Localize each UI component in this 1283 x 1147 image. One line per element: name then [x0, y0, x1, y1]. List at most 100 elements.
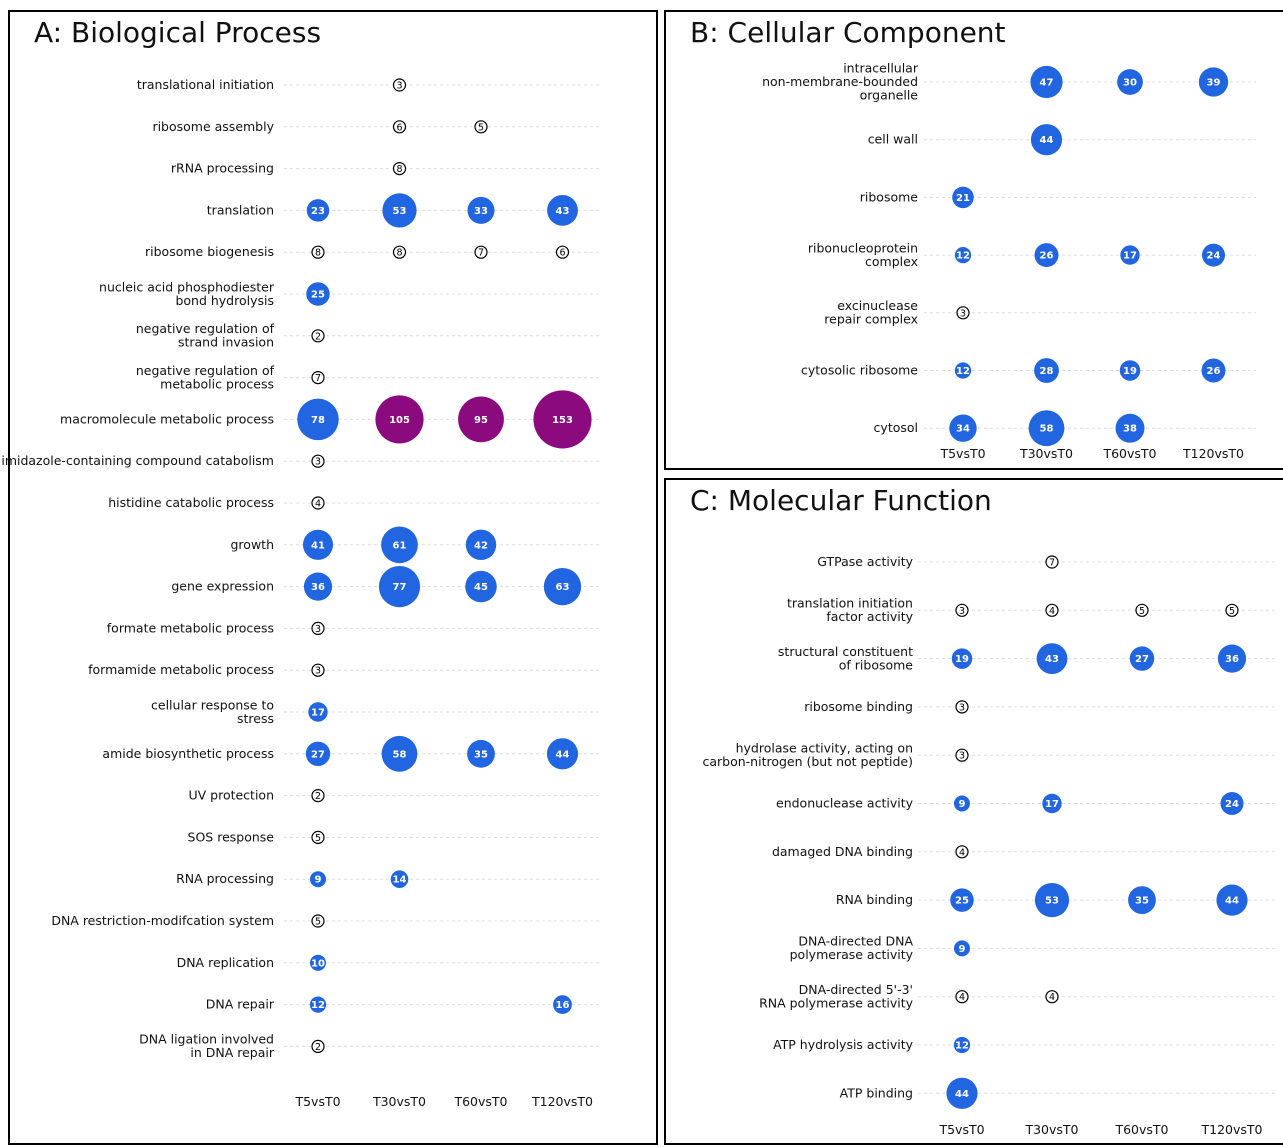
- data-label: 30: [1123, 78, 1137, 89]
- data-point: [956, 306, 970, 320]
- row-label: cellular response to: [151, 697, 274, 712]
- data-label: 105: [389, 415, 410, 426]
- data-point: [390, 870, 409, 888]
- row-label: ribonucleoprotein: [808, 240, 918, 255]
- data-label: 16: [556, 1000, 570, 1011]
- data-label: 17: [1045, 799, 1059, 810]
- data-label: 44: [1225, 896, 1239, 907]
- row-label: ribosome binding: [804, 699, 913, 714]
- row-label: ribosome biogenesis: [145, 244, 274, 259]
- row-label: amide biosynthetic process: [102, 746, 274, 761]
- row-label: RNA binding: [836, 892, 913, 907]
- data-label: 9: [959, 799, 966, 810]
- row-label: ATP binding: [840, 1085, 913, 1100]
- row-label: carbon-nitrogen (but not peptide): [702, 754, 913, 769]
- data-label: 44: [955, 1089, 969, 1100]
- x-tick-label: T60vsT0: [1102, 446, 1156, 461]
- row-label: complex: [865, 254, 918, 269]
- row-label: factor activity: [826, 609, 913, 624]
- row-label: macromolecule metabolic process: [60, 411, 274, 426]
- row-label: GTPase activity: [817, 554, 913, 569]
- row-label: DNA replication: [177, 955, 274, 970]
- panel-title-c: C: Molecular Function: [690, 484, 992, 517]
- data-label: 78: [311, 415, 325, 426]
- data-point: [1198, 67, 1229, 97]
- row-label: metabolic process: [160, 376, 274, 391]
- data-label: 4: [959, 992, 965, 1003]
- row-label: formate metabolic process: [107, 620, 274, 635]
- row-label: excinuclease: [837, 298, 918, 313]
- data-label: 5: [315, 917, 321, 928]
- row-label: in DNA repair: [190, 1045, 274, 1060]
- row-label: stress: [237, 711, 274, 726]
- data-point: [302, 529, 334, 560]
- data-point: [1045, 555, 1059, 569]
- data-label: 3: [396, 81, 402, 92]
- x-tick-label: T120vsT0: [1201, 1122, 1263, 1137]
- row-label: bond hydrolysis: [175, 293, 274, 308]
- data-label: 33: [474, 206, 488, 217]
- data-point: [950, 888, 974, 912]
- data-label: 61: [393, 540, 407, 551]
- x-tick-label: T5vsT0: [939, 446, 985, 461]
- data-point: [306, 199, 330, 222]
- data-point: [1119, 360, 1141, 381]
- data-label: 2: [315, 1042, 321, 1053]
- row-label: cytosolic ribosome: [801, 363, 918, 378]
- row-label: non-membrane-bounded: [762, 74, 918, 89]
- data-point: [1129, 646, 1155, 671]
- data-label: 4: [959, 847, 965, 858]
- data-label: 43: [556, 206, 570, 217]
- data-label: 44: [1040, 135, 1054, 146]
- data-point: [392, 162, 407, 176]
- x-tick-label: T120vsT0: [1182, 446, 1244, 461]
- row-label: intracellular: [843, 61, 919, 76]
- data-point: [305, 741, 331, 767]
- data-label: 58: [393, 749, 407, 760]
- panel-title-a: A: Biological Process: [34, 16, 322, 49]
- data-point: [953, 1036, 971, 1054]
- data-label: 24: [1207, 251, 1221, 262]
- data-label: 28: [1040, 366, 1054, 377]
- data-point: [1216, 884, 1248, 916]
- data-point: [310, 871, 326, 888]
- data-point: [954, 246, 972, 264]
- data-label: 2: [315, 331, 321, 342]
- row-label: rRNA processing: [171, 161, 274, 176]
- data-point: [467, 739, 495, 768]
- x-tick-label: T60vsT0: [453, 1094, 507, 1109]
- data-label: 9: [315, 875, 322, 886]
- data-point: [1036, 643, 1068, 675]
- panel-title-b: B: Cellular Component: [690, 16, 1006, 49]
- row-label: RNA polymerase activity: [759, 995, 914, 1010]
- data-label: 63: [556, 582, 570, 593]
- data-label: 17: [1123, 251, 1137, 262]
- data-point: [458, 396, 504, 443]
- data-label: 4: [1049, 992, 1055, 1003]
- data-label: 19: [955, 654, 969, 665]
- data-point: [378, 565, 421, 608]
- data-point: [955, 700, 969, 714]
- data-label: 3: [315, 666, 321, 677]
- row-label: damaged DNA binding: [772, 844, 913, 859]
- data-label: 12: [955, 1041, 969, 1052]
- data-point: [1045, 603, 1059, 617]
- data-label: 7: [1049, 558, 1055, 569]
- panel-biological-process: A: Biological Process translational init…: [1, 10, 658, 1145]
- panel-molecular-function: C: Molecular Function GTPase activity 7 tr…: [664, 478, 1283, 1145]
- data-point: [1034, 243, 1059, 268]
- data-point: [311, 454, 325, 468]
- data-point: [553, 995, 572, 1014]
- data-point: [955, 748, 969, 762]
- data-point: [311, 830, 325, 845]
- data-label: 6: [559, 248, 565, 259]
- data-point: [955, 845, 969, 859]
- data-label: 12: [956, 251, 970, 262]
- data-point: [949, 414, 977, 442]
- row-label: growth: [231, 537, 275, 552]
- data-label: 53: [1045, 896, 1059, 907]
- data-label: 43: [1045, 654, 1059, 665]
- data-point: [533, 390, 592, 449]
- data-label: 35: [1135, 896, 1149, 907]
- data-point: [1225, 603, 1239, 617]
